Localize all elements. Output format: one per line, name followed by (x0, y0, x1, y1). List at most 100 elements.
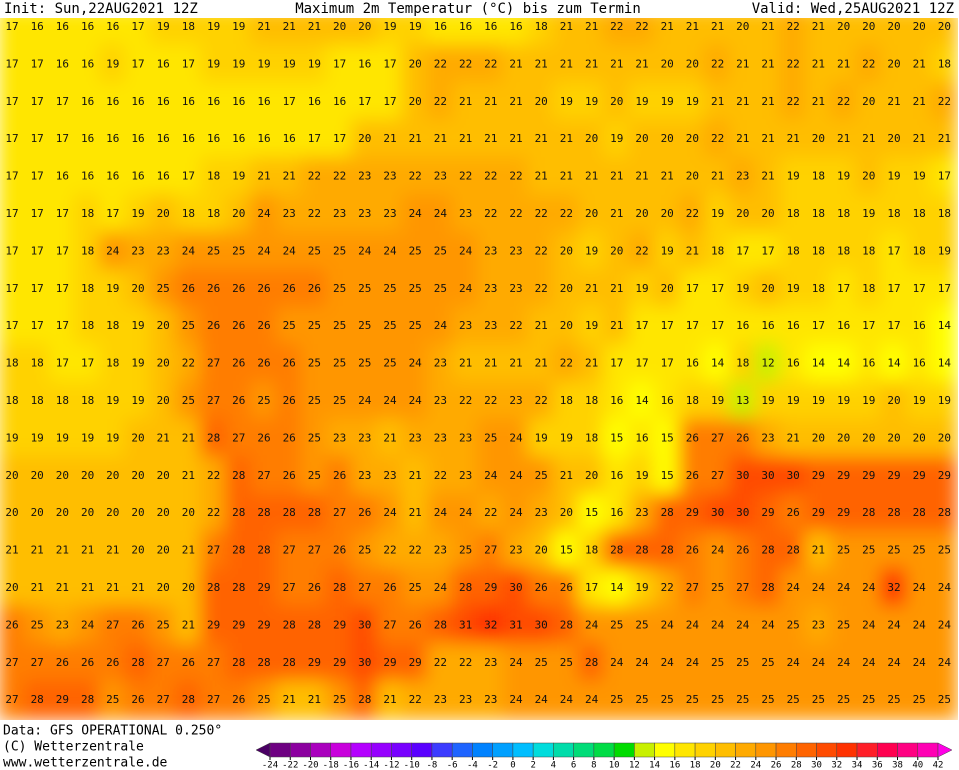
temperature-label: 16 (106, 170, 119, 183)
temperature-label: 20 (56, 506, 69, 519)
temperature-cell (502, 680, 530, 720)
temperature-label: 20 (736, 207, 749, 220)
colorbar-segment (330, 742, 352, 758)
temperature-cell (880, 680, 908, 720)
temperature-label: 21 (535, 170, 548, 183)
temperature-label: 20 (862, 431, 875, 444)
temperature-cell (930, 605, 958, 646)
temperature-label: 26 (787, 506, 800, 519)
temperature-cell (552, 493, 580, 533)
temperature-cell (880, 119, 908, 159)
temperature-cell (124, 269, 152, 309)
temperature-cell (401, 194, 429, 234)
temperature-label: 26 (358, 506, 371, 519)
temperature-cell (855, 418, 883, 459)
colorbar-segment (532, 742, 554, 758)
temperature-cell (830, 44, 858, 85)
temperature-cell (930, 418, 958, 459)
colorbar-segment (350, 742, 372, 758)
temperature-label: 18 (787, 207, 800, 220)
temperature-cell (729, 44, 757, 85)
temperature-cell (704, 680, 732, 720)
temperature-cell (275, 44, 303, 85)
temperature-cell (23, 306, 51, 346)
temperature-cell (552, 44, 580, 85)
temperature-cell (225, 493, 253, 533)
temperature-cell (678, 605, 706, 646)
temperature-label: 27 (484, 544, 497, 557)
temperature-cell (930, 231, 958, 272)
temperature-cell (905, 530, 933, 571)
temperature-cell (502, 418, 530, 459)
temperature-label: 26 (535, 581, 548, 594)
temperature-cell (754, 44, 782, 85)
colorbar-label: 12 (629, 761, 640, 770)
temperature-cell (527, 44, 555, 85)
temperature-cell (48, 306, 76, 346)
temperature-cell (603, 119, 631, 159)
temperature-cell (250, 194, 278, 234)
temperature-label: 21 (535, 357, 548, 370)
temperature-cell (0, 18, 26, 47)
temperature-label: 20 (157, 394, 170, 407)
temperature-label: 24 (787, 581, 801, 594)
temperature-cell (804, 231, 832, 272)
temperature-label: 17 (5, 95, 18, 108)
temperature-cell (678, 493, 706, 533)
temperature-cell (275, 231, 303, 272)
temperature-label: 17 (635, 319, 648, 332)
temperature-label: 20 (585, 207, 598, 220)
temperature-label: 17 (56, 95, 69, 108)
temperature-label: 17 (308, 132, 321, 145)
temperature-label: 29 (409, 656, 422, 669)
temperature-cell (326, 605, 354, 646)
temperature-label: 25 (913, 693, 926, 706)
temperature-cell (779, 156, 807, 197)
temperature-label: 19 (131, 357, 144, 370)
temperature-label: 20 (635, 207, 648, 220)
temperature-cell (603, 156, 631, 197)
temperature-label: 29 (308, 656, 321, 669)
temperature-label: 22 (535, 282, 548, 295)
temperature-label: 29 (837, 469, 850, 482)
temperature-cell (351, 643, 379, 683)
temperature-cell (880, 194, 908, 234)
temperature-label: 20 (358, 20, 371, 33)
temperature-cell (48, 343, 76, 384)
temperature-cell (477, 493, 505, 533)
temperature-cell (628, 530, 656, 571)
temperature-cell (0, 530, 26, 571)
temperature-label: 17 (56, 207, 69, 220)
temperature-label: 16 (283, 132, 296, 145)
colorbar-label: 24 (750, 761, 761, 770)
temperature-cell (729, 680, 757, 720)
temperature-cell (930, 493, 958, 533)
colorbar-segment (391, 742, 412, 758)
temperature-cell (250, 530, 278, 571)
temperature-cell (779, 680, 807, 720)
temperature-cell (477, 306, 505, 346)
temperature-cell (804, 82, 832, 122)
temperature-cell (704, 306, 732, 346)
temperature-label: 21 (736, 95, 749, 108)
temperature-cell (804, 156, 832, 197)
temperature-cell (452, 231, 480, 272)
temperature-cell (930, 119, 958, 159)
temperature-cell (678, 156, 706, 197)
temperature-cell (149, 18, 177, 47)
colorbar-label: 40 (912, 761, 923, 770)
temperature-label: 16 (81, 20, 94, 33)
temperature-label: 29 (333, 618, 346, 631)
temperature-cell (527, 456, 555, 496)
temperature-label: 17 (56, 357, 69, 370)
temperature-cell (578, 456, 606, 496)
temperature-cell (426, 643, 454, 683)
temperature-cell (452, 156, 480, 197)
temperature-label: 24 (711, 544, 725, 557)
temperature-label: 21 (535, 132, 548, 145)
temperature-label: 29 (232, 618, 245, 631)
temperature-cell (124, 418, 152, 459)
temperature-label: 24 (862, 656, 876, 669)
temperature-cell (250, 82, 278, 122)
temperature-label: 19 (661, 95, 674, 108)
